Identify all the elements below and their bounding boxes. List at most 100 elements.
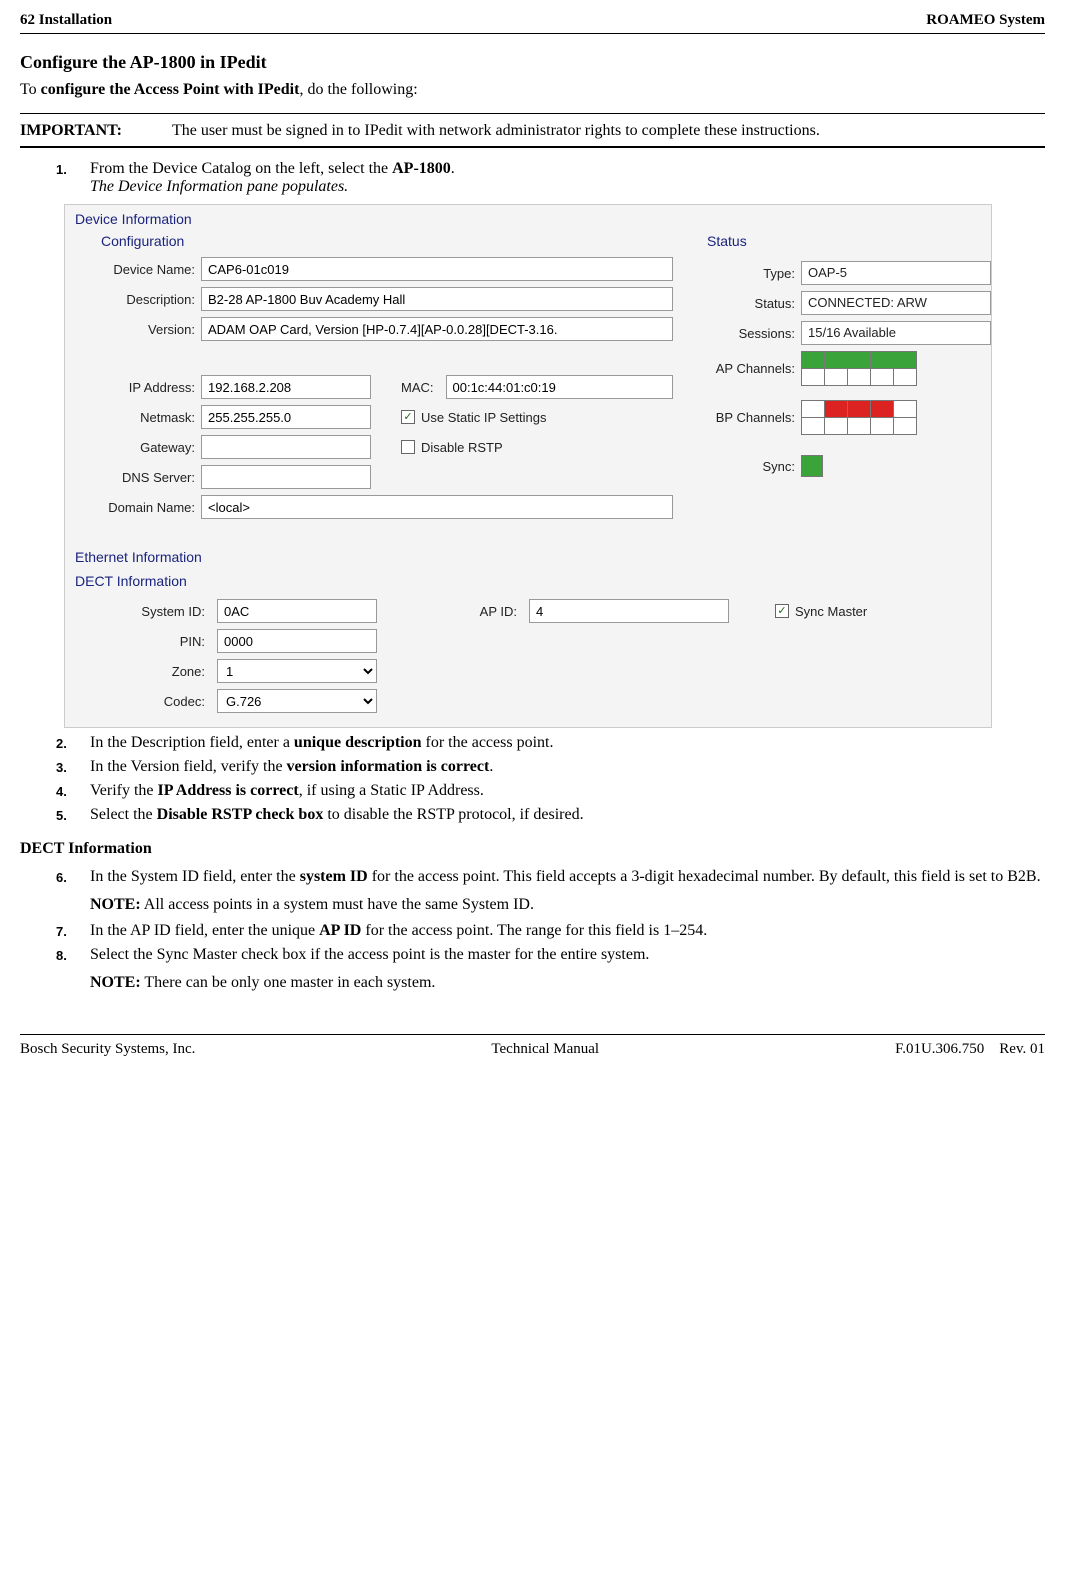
step-3-num: 3.	[56, 760, 67, 775]
checkbox-static-ip-label: Use Static IP Settings	[421, 410, 547, 425]
footer-right: F.01U.306.750 Rev. 01	[895, 1041, 1045, 1058]
label-bp-channels: BP Channels:	[691, 410, 801, 425]
label-device-name: Device Name:	[65, 262, 201, 277]
note-6-text: All access points in a system must have …	[141, 896, 534, 913]
note-8-label: NOTE:	[90, 974, 141, 991]
label-description: Description:	[65, 292, 201, 307]
input-dns[interactable]	[201, 465, 371, 489]
step-6-num: 6.	[56, 870, 67, 885]
header-right: ROAMEO System	[926, 12, 1045, 29]
input-pin[interactable]	[217, 629, 377, 653]
label-codec: Codec:	[75, 694, 211, 709]
checkbox-sync-master[interactable]: ✓ Sync Master	[775, 604, 981, 619]
important-rule-bottom	[20, 146, 1045, 148]
dect-heading: DECT Information	[20, 840, 1045, 858]
intro-paragraph: To configure the Access Point with IPedi…	[20, 81, 1045, 99]
step-5-post: to disable the RSTP protocol, if desired…	[323, 806, 583, 823]
step-5: 5. Select the Disable RSTP check box to …	[56, 806, 1045, 824]
step-7-post: for the access point. The range for this…	[361, 922, 707, 939]
step-8-text: Select the Sync Master check box if the …	[90, 946, 649, 963]
step-7-num: 7.	[56, 924, 67, 939]
bp-channels-grid	[801, 400, 917, 435]
label-mac: MAC:	[383, 380, 434, 395]
input-version[interactable]	[201, 317, 673, 341]
ap-channels-grid	[801, 351, 917, 386]
step-3-bold: version information is correct	[287, 758, 490, 775]
step-2-pre: In the Description field, enter a	[90, 734, 294, 751]
step-4-pre: Verify the	[90, 782, 158, 799]
label-ap-channels: AP Channels:	[691, 361, 801, 376]
label-pin: PIN:	[75, 634, 211, 649]
step-1-result: The Device Information pane populates	[90, 178, 344, 195]
step-4-bold: IP Address is correct	[158, 782, 299, 799]
input-ip[interactable]	[201, 375, 371, 399]
label-type: Type:	[691, 266, 801, 281]
step-1-num: 1.	[56, 162, 67, 177]
label-zone: Zone:	[75, 664, 211, 679]
step-3-pre: In the Version field, verify the	[90, 758, 287, 775]
step-4: 4. Verify the IP Address is correct, if …	[56, 782, 1045, 800]
input-description[interactable]	[201, 287, 673, 311]
step-4-post: , if using a Static IP Address.	[299, 782, 484, 799]
label-domain: Domain Name:	[65, 500, 201, 515]
intro-pre: To	[20, 81, 41, 98]
step-5-bold: Disable RSTP check box	[157, 806, 324, 823]
label-dns: DNS Server:	[65, 470, 201, 485]
label-status: Status:	[691, 296, 801, 311]
checkbox-icon	[401, 440, 415, 454]
footer-center: Technical Manual	[491, 1041, 599, 1058]
screenshot-panel: Device Information Configuration Device …	[64, 204, 992, 728]
checkbox-sync-master-label: Sync Master	[795, 604, 867, 619]
step-6: 6. In the System ID field, enter the sys…	[56, 868, 1045, 914]
important-rule-top	[20, 113, 1045, 114]
intro-bold: configure the Access Point with IPedit	[41, 81, 300, 98]
step-4-num: 4.	[56, 784, 67, 799]
check-icon: ✓	[401, 410, 415, 424]
input-mac[interactable]	[446, 375, 674, 399]
step-1-pre: From the Device Catalog on the left, sel…	[90, 160, 392, 177]
note-8-text: There can be only one master in each sys…	[141, 974, 436, 991]
input-gateway[interactable]	[201, 435, 371, 459]
step-2-num: 2.	[56, 736, 67, 751]
config-title: Configuration	[65, 229, 679, 257]
value-type: OAP-5	[801, 261, 991, 285]
label-gateway: Gateway:	[65, 440, 201, 455]
header-left: 62 Installation	[20, 12, 112, 29]
step-8-num: 8.	[56, 948, 67, 963]
step-1-post: .	[451, 160, 455, 177]
select-zone[interactable]: 1	[217, 659, 377, 683]
important-text: The user must be signed in to IPedit wit…	[172, 122, 820, 140]
label-system-id: System ID:	[75, 604, 211, 619]
value-sessions: 15/16 Available	[801, 321, 991, 345]
input-ap-id[interactable]	[529, 599, 729, 623]
input-domain[interactable]	[201, 495, 673, 519]
step-6-bold: system ID	[300, 868, 368, 885]
checkbox-disable-rstp[interactable]: Disable RSTP	[401, 440, 503, 455]
label-sessions: Sessions:	[691, 326, 801, 341]
sync-indicator	[801, 455, 823, 477]
step-2: 2. In the Description field, enter a uni…	[56, 734, 1045, 752]
check-icon: ✓	[775, 604, 789, 618]
step-1-bold: AP-1800	[392, 160, 451, 177]
input-system-id[interactable]	[217, 599, 377, 623]
status-title: Status	[691, 229, 991, 257]
input-netmask[interactable]	[201, 405, 371, 429]
dect-title: DECT Information	[65, 569, 991, 593]
label-netmask: Netmask:	[65, 410, 201, 425]
note-6-label: NOTE:	[90, 896, 141, 913]
step-3-post: .	[489, 758, 493, 775]
checkbox-static-ip[interactable]: ✓ Use Static IP Settings	[401, 410, 547, 425]
label-sync: Sync:	[691, 459, 801, 474]
label-version: Version:	[65, 322, 201, 337]
step-1: 1. From the Device Catalog on the left, …	[56, 160, 1045, 196]
select-codec[interactable]: G.726	[217, 689, 377, 713]
step-5-pre: Select the	[90, 806, 157, 823]
input-device-name[interactable]	[201, 257, 673, 281]
step-6-post: for the access point. This field accepts…	[368, 868, 1041, 885]
ethernet-title: Ethernet Information	[65, 519, 991, 569]
important-label: IMPORTANT:	[20, 122, 122, 140]
section-title: Configure the AP-1800 in IPedit	[20, 52, 1045, 73]
step-2-bold: unique description	[294, 734, 422, 751]
step-5-num: 5.	[56, 808, 67, 823]
footer-left: Bosch Security Systems, Inc.	[20, 1041, 195, 1058]
